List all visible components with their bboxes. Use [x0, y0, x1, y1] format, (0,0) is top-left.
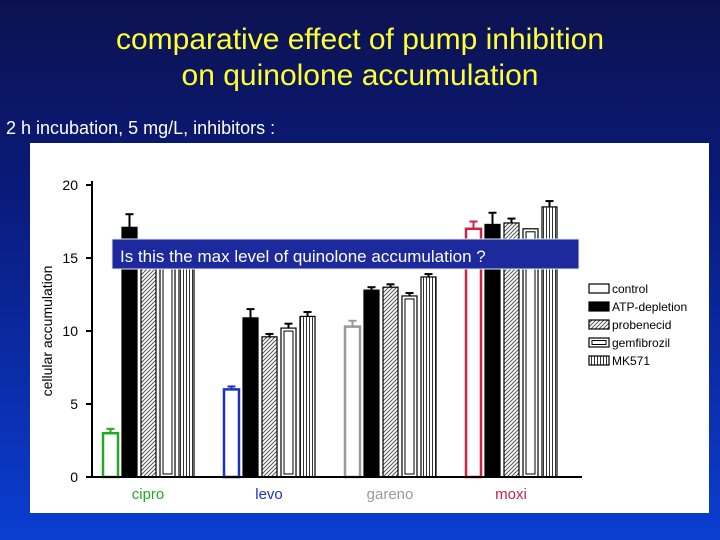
legend-swatch-probenecid [588, 319, 610, 330]
y-axis-label: cellular accumulation [39, 266, 55, 397]
y-tick-label-10: 10 [62, 323, 78, 339]
legend-swatch-gemfibrozil [588, 337, 610, 348]
legend: control ATP-depletion probenecid gemfibrozi… [588, 282, 687, 368]
bar-cipro-mk571 [178, 250, 195, 478]
bar-levo-gemfibrozil [280, 327, 297, 478]
bar-cipro-gemfibrozil [159, 250, 176, 478]
bar-gareno-atp-depletion [363, 289, 380, 478]
legend-label-gemfibrozil: gemfibrozil [612, 336, 670, 350]
legend-swatch-inner [591, 340, 607, 345]
bar-gareno-mk571 [420, 276, 437, 478]
legend-label-mk571: MK571 [612, 354, 650, 368]
bar-cipro-probenecid [140, 250, 157, 478]
legend-swatch-atp-depletion [588, 301, 610, 312]
bars-layer [101, 200, 558, 479]
annotation-box: Is this the max level of quinolone accum… [111, 238, 580, 270]
bar-inner-outline [283, 330, 294, 475]
legend-label-probenecid: probenecid [612, 318, 671, 332]
bar-levo-probenecid [261, 336, 278, 478]
title-line-1: comparative effect of pump inhibition [115, 23, 605, 56]
bar-inner-outline [525, 231, 536, 475]
x-tick-label-levo: levo [255, 486, 283, 503]
legend-swatch-mk571 [588, 355, 610, 366]
slide-title: comparative effect of pump inhibition on… [0, 22, 720, 94]
y-tick-label-0: 0 [70, 469, 78, 485]
y-tick-label-20: 20 [62, 177, 78, 193]
bar-gareno-probenecid [382, 286, 399, 478]
y-tick-label-5: 5 [70, 396, 78, 412]
bar-levo-atp-depletion [242, 317, 259, 478]
axis-layer: cipro levo gareno moxi 0 5 10 15 20 cellular accu… [39, 177, 582, 503]
y-tick-label-15: 15 [62, 250, 78, 266]
title-line-2: on quinolone accumulation [181, 59, 539, 92]
bar-gareno-gemfibrozil [401, 295, 418, 478]
subtitle: 2 h incubation, 5 mg/L, inhibitors : [6, 118, 276, 138]
annotation-text: Is this the max level of quinolone accum… [120, 247, 486, 266]
x-tick-label-gareno: gareno [367, 486, 414, 503]
bar-inner-outline [404, 298, 415, 475]
bar-cipro-control [101, 431, 120, 479]
legend-label-control: control [612, 282, 648, 296]
bar-levo-control [222, 388, 241, 479]
x-tick-label-moxi: moxi [495, 486, 527, 503]
bar-gareno-control [343, 325, 362, 479]
bar-levo-mk571 [299, 315, 316, 478]
x-tick-label-cipro: cipro [132, 486, 165, 503]
legend-label-atp-depletion: ATP-depletion [612, 300, 687, 314]
legend-swatch-control [588, 283, 610, 294]
